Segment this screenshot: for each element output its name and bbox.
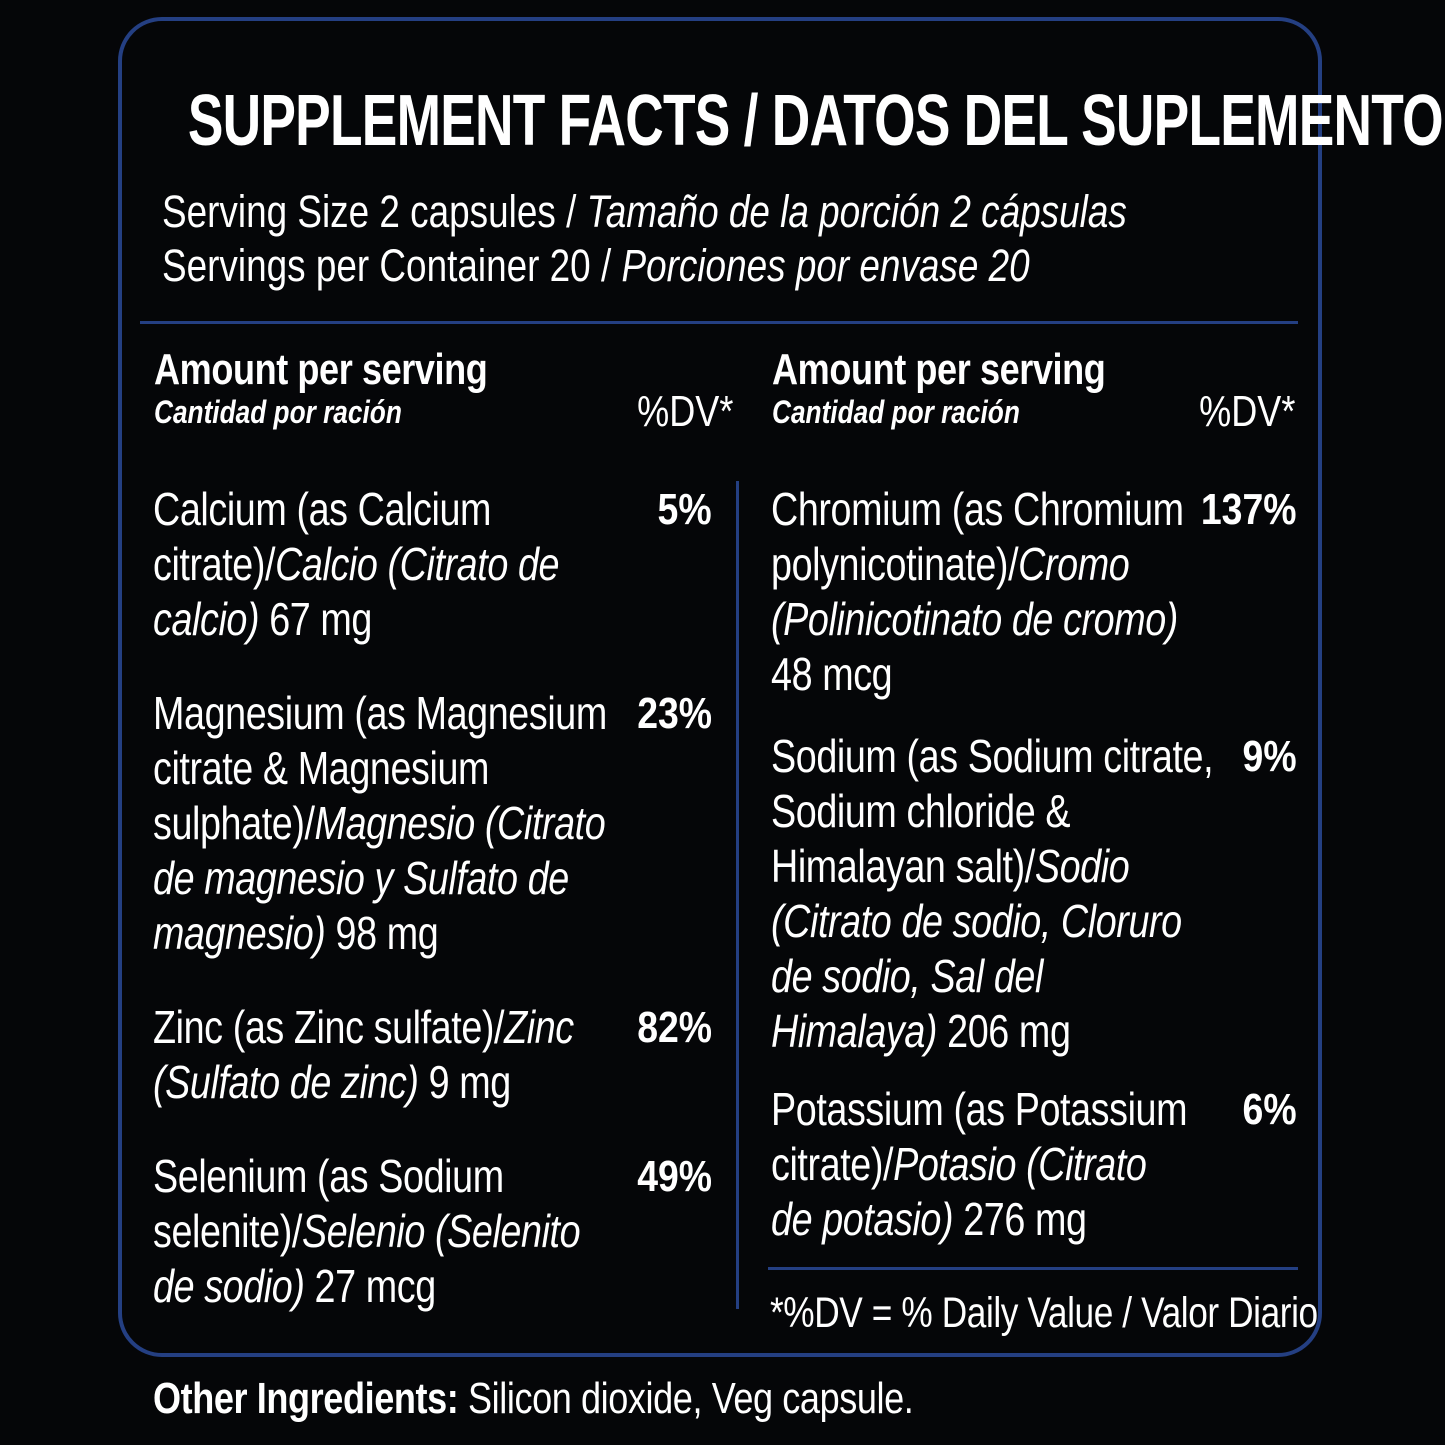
supplement-facts-panel <box>118 17 1322 1357</box>
nutrient-zinc: Zinc (as Zinc sulfate)/Zinc (Sulfato de … <box>153 1000 612 1110</box>
nutrient-en: Selenium (as Sodium selenite)/ <box>153 1150 504 1257</box>
right-header-es: Cantidad por ración <box>772 394 1020 430</box>
facts-title: SUPPLEMENT FACTS / DATOS DEL SUPLEMENTO <box>187 81 1444 161</box>
dv-selenium: 49% <box>637 1152 712 1201</box>
nutrient-es: Magnesio (Citrato de magnesio y Sulfato … <box>153 797 606 959</box>
header-divider <box>140 321 1298 324</box>
dv-calcium: 5% <box>657 485 712 534</box>
nutrient-es: Zinc (Sulfato de zinc) <box>153 1001 574 1108</box>
servings-separator: / <box>600 240 612 291</box>
nutrient-chromium: Chromium (as Chromium polynicotinate)/Cr… <box>771 482 1197 702</box>
daily-value-footnote: *%DV = % Daily Value / Valor Diario <box>770 1289 1318 1337</box>
nutrient-en: Potassium (as Potassium citrate)/ <box>771 1083 1188 1190</box>
nutrient-amount: 206 mg <box>947 1005 1071 1057</box>
nutrient-amount: 27 mcg <box>314 1260 437 1312</box>
dv-chromium: 137% <box>1201 485 1297 534</box>
right-header-en: Amount per serving <box>772 345 1106 394</box>
nutrient-selenium: Selenium (as Sodium selenite)/Selenio (S… <box>153 1149 612 1314</box>
left-header-es: Cantidad por ración <box>154 394 402 430</box>
nutrient-es: Selenio (Selenito de sodio) <box>153 1205 581 1312</box>
other-ingredients-value: Silicon dioxide, Veg capsule. <box>467 1374 914 1423</box>
other-ingredients: Other Ingredients: Silicon dioxide, Veg … <box>153 1373 914 1425</box>
nutrient-en: Zinc (as Zinc sulfate)/ <box>153 1001 505 1053</box>
nutrient-en: Chromium (as Chromium polynicotinate)/ <box>771 483 1184 590</box>
nutrient-es: Sodio (Citrato de sodio, Cloruro de sodi… <box>771 840 1182 1057</box>
left-column-header: Amount per serving Cantidad por ración <box>154 345 561 431</box>
dv-magnesium: 23% <box>637 689 712 738</box>
nutrient-en: Magnesium (as Magnesium citrate & Magnes… <box>153 687 607 849</box>
left-dv-header: %DV* <box>636 387 733 436</box>
right-column-header: Amount per serving Cantidad por ración <box>772 345 1179 431</box>
serving-size-es: Tamaño de la porción 2 cápsulas <box>586 186 1127 237</box>
nutrient-amount: 9 mg <box>428 1056 512 1108</box>
column-divider <box>736 481 739 1309</box>
nutrient-calcium: Calcium (as Calcium citrate)/Calcio (Cit… <box>153 482 612 647</box>
dv-zinc: 82% <box>637 1003 712 1052</box>
dv-potassium: 6% <box>1242 1085 1297 1134</box>
nutrient-magnesium: Magnesium (as Magnesium citrate & Magnes… <box>153 686 620 961</box>
dv-sodium: 9% <box>1242 732 1297 781</box>
serving-separator: / <box>566 186 577 237</box>
serving-size-line: Serving Size 2 capsules / Tamaño de la p… <box>162 186 1127 238</box>
nutrient-potassium: Potassium (as Potassium citrate)/Potasio… <box>771 1082 1197 1247</box>
nutrient-sodium: Sodium (as Sodium citrate, Sodium chlori… <box>771 729 1214 1059</box>
left-header-en: Amount per serving <box>154 345 488 394</box>
nutrient-es: Potasio (Citrato de potasio) <box>771 1138 1147 1245</box>
nutrient-en: Sodium (as Sodium citrate, Sodium chlori… <box>771 730 1214 892</box>
right-dv-header: %DV* <box>1198 387 1295 436</box>
nutrient-amount: 48 mcg <box>771 648 893 700</box>
nutrient-en: Calcium (as Calcium citrate)/ <box>153 483 492 590</box>
servings-per-container-es: Porciones por envase 20 <box>621 240 1030 291</box>
servings-per-container-en: Servings per Container 20 <box>162 240 591 291</box>
nutrient-es: Calcio (Citrato de calcio) <box>153 538 560 645</box>
nutrient-es: Cromo (Polinicotinato de cromo) <box>771 538 1178 645</box>
nutrient-amount: 67 mg <box>269 593 373 645</box>
serving-size-en: Serving Size 2 capsules <box>162 186 556 237</box>
servings-per-container-line: Servings per Container 20 / Porciones po… <box>162 240 1030 292</box>
other-ingredients-label: Other Ingredients: <box>153 1374 459 1423</box>
nutrient-amount: 276 mg <box>963 1193 1087 1245</box>
nutrient-amount: 98 mg <box>335 907 439 959</box>
footnote-divider <box>768 1267 1298 1270</box>
